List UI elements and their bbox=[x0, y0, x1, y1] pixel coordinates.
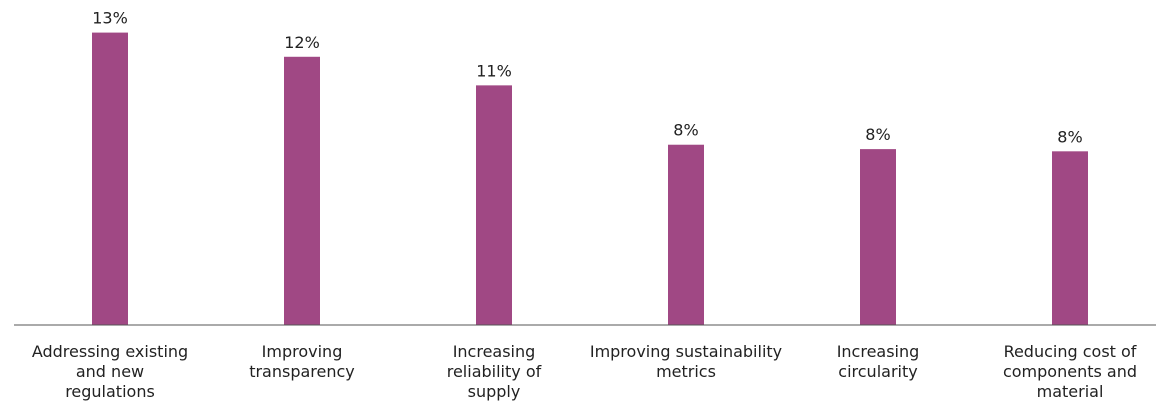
bars-group bbox=[92, 32, 1088, 326]
value-label-1: 12% bbox=[284, 33, 320, 52]
category-label-2: Increasing reliability of supply bbox=[447, 342, 542, 401]
category-label-5-line-2: material bbox=[1037, 382, 1104, 401]
value-label-2: 11% bbox=[476, 61, 512, 80]
bar-2 bbox=[476, 85, 512, 325]
value-labels-group: 13% 12% 11% 8% 8% 8% bbox=[92, 9, 1082, 147]
bar-1 bbox=[284, 56, 320, 325]
category-label-3: Improving sustainability metrics bbox=[590, 342, 782, 381]
category-label-0-line-0: Addressing existing bbox=[32, 342, 188, 361]
value-label-4: 8% bbox=[865, 125, 890, 144]
category-label-5: Reducing cost of components and material bbox=[1003, 342, 1137, 401]
category-label-1-line-1: transparency bbox=[249, 362, 355, 381]
category-label-4-line-1: circularity bbox=[838, 362, 917, 381]
category-label-5-line-1: components and bbox=[1003, 362, 1137, 381]
category-label-3-line-1: metrics bbox=[656, 362, 716, 381]
category-label-2-line-1: reliability of bbox=[447, 362, 542, 381]
bar-4 bbox=[860, 149, 896, 325]
value-label-3: 8% bbox=[673, 121, 698, 140]
category-label-1-line-0: Improving bbox=[262, 342, 343, 361]
category-labels-group: Addressing existing and new regulations Imp… bbox=[32, 342, 1137, 401]
bar-0 bbox=[92, 32, 128, 326]
bar-5 bbox=[1052, 151, 1088, 325]
bar-3 bbox=[668, 144, 704, 325]
category-label-5-line-0: Reducing cost of bbox=[1004, 342, 1137, 361]
category-label-2-line-0: Increasing bbox=[453, 342, 536, 361]
category-label-4-line-0: Increasing bbox=[837, 342, 920, 361]
category-label-1: Improving transparency bbox=[249, 342, 355, 381]
category-label-0: Addressing existing and new regulations bbox=[32, 342, 188, 401]
value-label-5: 8% bbox=[1057, 127, 1082, 146]
value-label-0: 13% bbox=[92, 9, 128, 28]
category-label-0-line-2: regulations bbox=[65, 382, 155, 401]
category-label-3-line-0: Improving sustainability bbox=[590, 342, 782, 361]
category-label-0-line-1: and new bbox=[76, 362, 144, 381]
category-label-2-line-2: supply bbox=[468, 382, 521, 401]
category-label-4: Increasing circularity bbox=[837, 342, 920, 381]
